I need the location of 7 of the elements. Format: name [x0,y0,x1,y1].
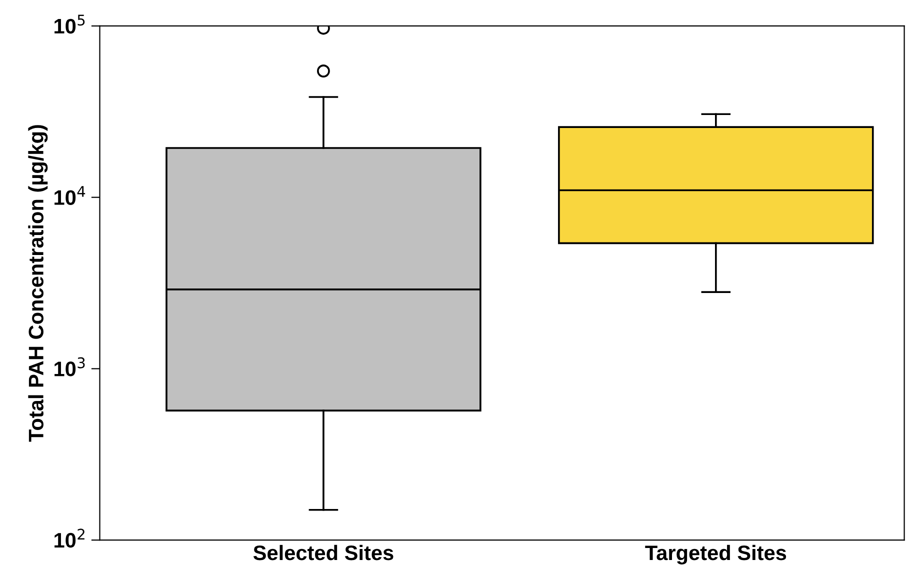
y-tick-label: 10$^{4}$ [54,186,86,205]
x-tick-label: Targeted Sites [645,544,786,564]
y-tick-label: 10$^{5}$ [54,14,85,34]
y-axis-title: Total PAH Concentration (µg/kg) [28,125,48,442]
y-tick-label: 10$^{2}$ [54,528,84,548]
y-tick-label: 10$^{3}$ [54,357,85,376]
x-tick-label: Selected Sites [253,544,394,560]
